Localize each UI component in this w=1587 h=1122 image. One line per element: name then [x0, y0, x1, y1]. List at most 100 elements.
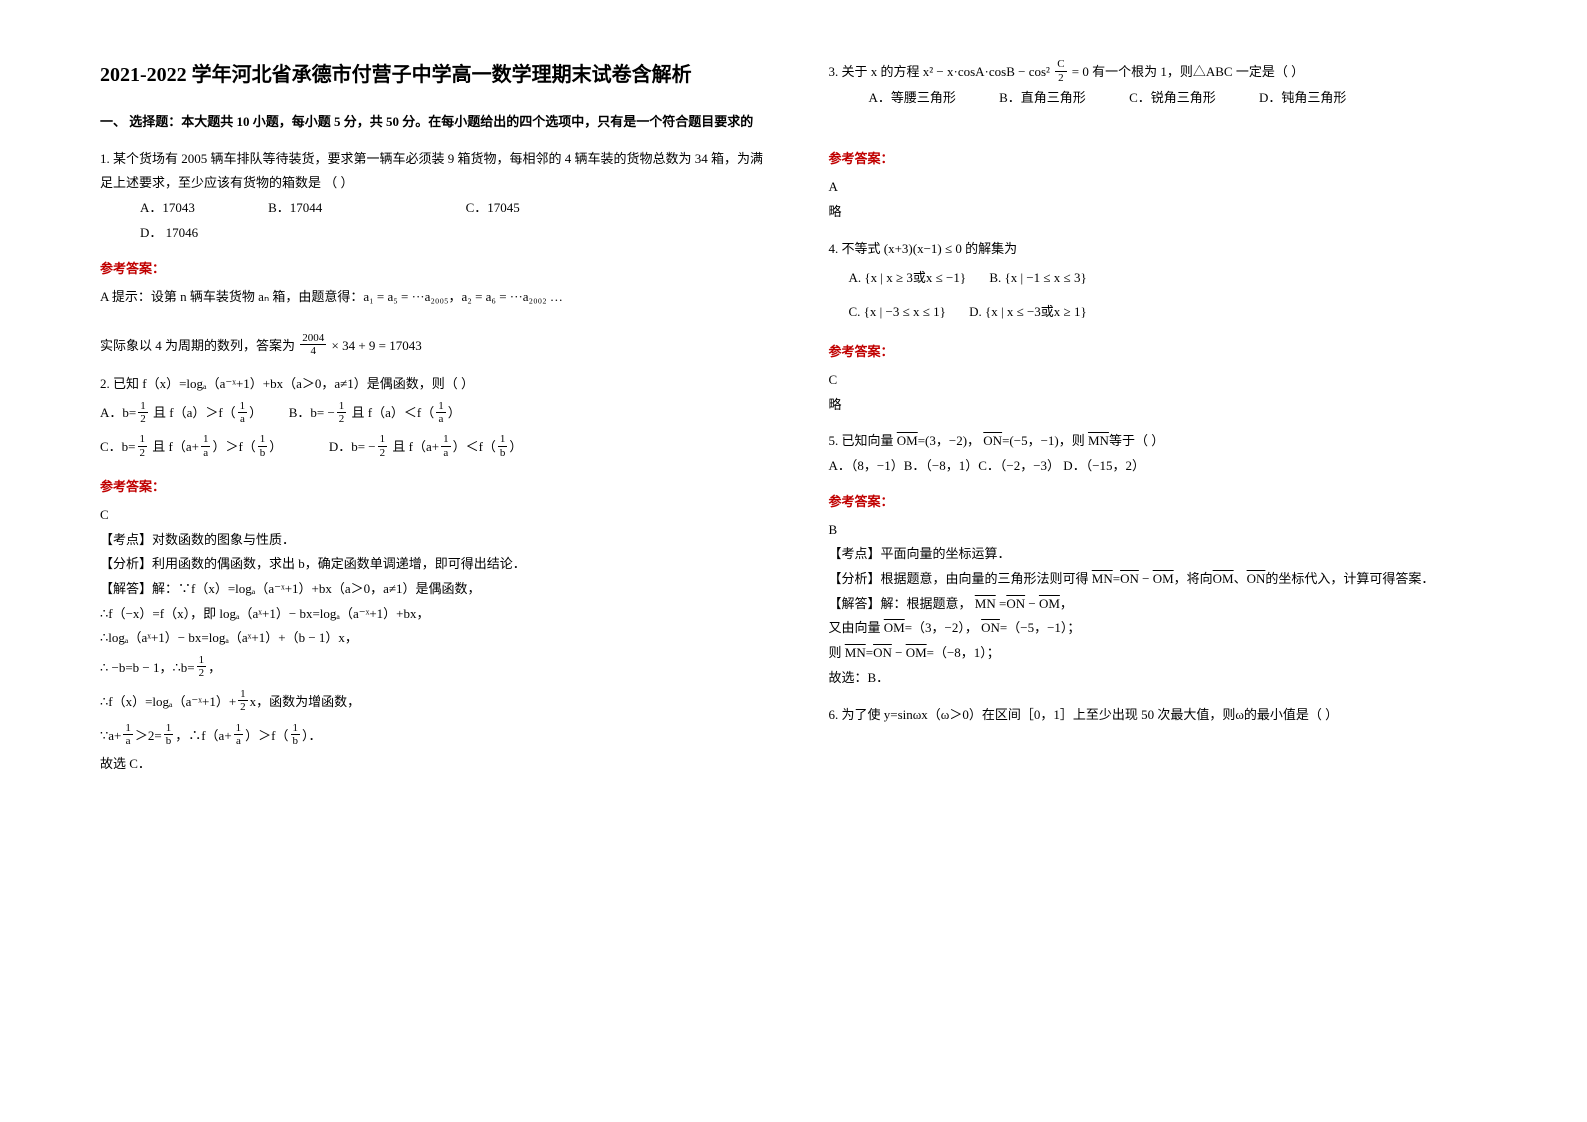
frac-den: 4 — [300, 345, 326, 357]
q1-opt-a: A．17043 — [140, 200, 195, 215]
q2-opt-a-end: ） — [249, 405, 262, 420]
q5-an5-minus: − — [892, 645, 906, 660]
q2-an2: 【分析】利用函数的偶函数，求出 b，确定函数单调递增，即可得出结论． — [100, 552, 764, 577]
q4-opts-row2: C. {x | −3 ≤ x ≤ 1} D. {x | x ≤ −3或x ≥ 1… — [829, 295, 1493, 329]
q5-stem: 5. 已知向量 OM=(3，−2)， ON=(−5，−1)，则 MN等于（ ） — [829, 429, 1493, 454]
q4-opt-d: {x | x ≤ −3或x ≥ 1} — [985, 304, 1087, 319]
vec-on: ON — [1247, 571, 1266, 586]
q1-ref-label: 参考答案： — [100, 258, 764, 277]
q5-an6: 故选：B． — [829, 666, 1493, 691]
frac-1b: 1b — [498, 433, 508, 458]
q3-opt-b: B．直角三角形 — [999, 90, 1086, 105]
q2-opt-c-pre: C．b= — [100, 439, 136, 454]
q1-ans-line2: 实际象以 4 为周期的数列，答案为 2004 4 × 34 + 9 = 1704… — [100, 334, 764, 360]
q5-an5-pre: 则 — [829, 645, 842, 660]
q5-an2: 【分析】根据题意，由向量的三角形法则可得 MN=ON − OM，将向OM、ON的… — [829, 567, 1493, 592]
vec-mn: MN — [1088, 433, 1109, 448]
vec-om: OM — [897, 433, 918, 448]
q2-an6: ∴ −b=b − 1，∴b=12， — [100, 651, 764, 685]
vec-om: OM — [1213, 571, 1234, 586]
vec-om: OM — [884, 620, 905, 635]
q5-an3-minus: − — [1025, 596, 1039, 611]
question-3: 3. 关于 x 的方程 x² − x·cosA·cosB − cos² C 2 … — [829, 60, 1493, 110]
q3-opt-c: C．锐角三角形 — [1129, 90, 1216, 105]
q4-ans-body: 略 — [829, 393, 1493, 418]
q2-an7-pre: ∴f（x）=logₐ（a⁻ˣ+1）+ — [100, 694, 236, 709]
q5-an2-minus: − — [1139, 571, 1153, 586]
q4-lab-d: D. — [969, 304, 982, 319]
page: 2021-2022 学年河北省承德市付营子中学高一数学理期末试卷含解析 一、 选… — [0, 0, 1587, 829]
vec-mn: MN — [975, 596, 996, 611]
vec-on: ON — [981, 620, 1000, 635]
q2-an7: ∴f（x）=logₐ（a⁻ˣ+1）+12x，函数为增函数， — [100, 685, 764, 719]
q4-ref-label: 参考答案： — [829, 341, 1493, 360]
q2-opt-d-mid: 且 f（a+ — [389, 439, 439, 454]
question-6: 6. 为了使 y=sinωx（ω＞0）在区间［0，1］上至少出现 50 次最大值… — [829, 703, 1493, 728]
document-title: 2021-2022 学年河北省承德市付营子中学高一数学理期末试卷含解析 — [100, 60, 764, 90]
q2-opt-a-pre: A．b= — [100, 405, 136, 420]
q5-an3: 【解答】解：根据题意， MN =ON − OM， — [829, 592, 1493, 617]
q3-stem: 3. 关于 x 的方程 x² − x·cosA·cosB − cos² C 2 … — [829, 60, 1493, 86]
frac-half: 12 — [378, 433, 388, 458]
q4-lab-a: A. — [849, 270, 862, 285]
q5-ans-letter: B — [829, 518, 1493, 543]
q5-an5-eq: = — [866, 645, 873, 660]
frac-half: 12 — [138, 433, 148, 458]
q3-stem-post: = 0 有一个根为 1，则△ABC 一定是（ ） — [1072, 64, 1304, 79]
vec-mn: MN — [1092, 571, 1113, 586]
vec-on: ON — [873, 645, 892, 660]
q5-stem-pre: 5. 已知向量 — [829, 433, 894, 448]
q5-on-val: =(−5，−1)，则 — [1002, 433, 1085, 448]
q1-ans-line1: A 提示：设第 n 辆车装货物 aₙ 箱，由题意得：a₁ = a₅ = ···a… — [100, 285, 764, 310]
frac-half: 12 — [197, 654, 207, 679]
q6-stem: 6. 为了使 y=sinωx（ω＞0）在区间［0，1］上至少出现 50 次最大值… — [829, 703, 1493, 728]
q5-an3-post: ， — [1060, 596, 1073, 611]
q1-ans2-frac: 2004 4 — [300, 332, 326, 357]
question-4: 4. 不等式 (x+3)(x−1) ≤ 0 的解集为 A. {x | x ≥ 3… — [829, 237, 1493, 329]
q5-an2-post3: 的坐标代入，计算可得答案． — [1265, 571, 1434, 586]
q5-opts: A．（8，−1）B．（−8，1）C．（−2，−3） D．（−15，2） — [829, 454, 1493, 479]
q3-ans-body: 略 — [829, 200, 1493, 225]
q1-opt-d: D． 17046 — [140, 225, 198, 240]
q5-an2-post2: 、 — [1234, 571, 1247, 586]
q1-opt-c: C．17045 — [466, 200, 520, 215]
q2-stem: 2. 已知 f（x）=logₐ（a⁻ˣ+1）+bx（a＞0，a≠1）是偶函数，则… — [100, 372, 764, 397]
vec-on: ON — [983, 433, 1002, 448]
q5-ref-label: 参考答案： — [829, 491, 1493, 510]
question-5: 5. 已知向量 OM=(3，−2)， ON=(−5，−1)，则 MN等于（ ） … — [829, 429, 1493, 478]
q2-opt-b-post: 且 f（a）＜f（ — [348, 405, 434, 420]
q4-opt-a: {x | x ≥ 3或x ≤ −1} — [864, 270, 966, 285]
q3-frac: C 2 — [1055, 58, 1066, 83]
q1-opt-b: B．17044 — [268, 200, 322, 215]
q2-an3: 【解答】解：∵f（x）=logₐ（a⁻ˣ+1）+bx（a＞0，a≠1）是偶函数， — [100, 577, 764, 602]
frac-1b: 1b — [258, 433, 268, 458]
q4-opts-row1: A. {x | x ≥ 3或x ≤ −1} B. {x | −1 ≤ x ≤ 3… — [829, 261, 1493, 295]
q3-ref-label: 参考答案： — [829, 148, 1493, 167]
frac-den: 2 — [1055, 72, 1066, 84]
frac-1b: 1b — [291, 722, 301, 747]
vec-om: OM — [1153, 571, 1174, 586]
q2-opt-c-end: ） — [269, 439, 282, 454]
q2-an5: ∴logₐ（aˣ+1）− bx=logₐ（aˣ+1）+（b − 1）x， — [100, 626, 764, 651]
q3-opt-d: D．钝角三角形 — [1259, 90, 1346, 105]
q5-an5-val: =（−8，1）； — [927, 645, 1000, 660]
q2-options-row1: A．b=12 且 f（a）＞f（1a） B．b= −12 且 f（a）＜f（1a… — [100, 396, 764, 430]
section-1-title: 一、 选择题：本大题共 10 小题，每小题 5 分，共 50 分。在每小题给出的… — [100, 112, 764, 133]
q2-an8: ∵a+1a＞2=1b，∴f（a+1a）＞f（1b）． — [100, 719, 764, 753]
q2-an8-mid3: ）＞f（ — [245, 728, 288, 743]
vec-om: OM — [1039, 596, 1060, 611]
q2-an6-suf: ， — [208, 660, 221, 675]
right-column: 3. 关于 x 的方程 x² − x·cosA·cosB − cos² C 2 … — [829, 60, 1493, 789]
q5-an4-pre: 又由向量 — [829, 620, 881, 635]
q1-answer: A 提示：设第 n 辆车装货物 aₙ 箱，由题意得：a₁ = a₅ = ···a… — [100, 285, 764, 360]
q2-an8-mid: ＞2= — [135, 728, 162, 743]
vec-on: ON — [1006, 596, 1025, 611]
q5-an4: 又由向量 OM=（3，−2）， ON=（−5，−1）； — [829, 616, 1493, 641]
q3-stem-expr: x² − x·cosA·cosB − cos² — [923, 64, 1050, 79]
q2-answer: C 【考点】对数函数的图象与性质． 【分析】利用函数的偶函数，求出 b，确定函数… — [100, 503, 764, 777]
frac-half: 12 — [238, 688, 248, 713]
q2-opt-c-mid2: ）＞f（ — [212, 439, 255, 454]
question-2: 2. 已知 f（x）=logₐ（a⁻ˣ+1）+bx（a＞0，a≠1）是偶函数，则… — [100, 372, 764, 464]
q5-an2-pre: 【分析】根据题意，由向量的三角形法则可得 — [829, 571, 1089, 586]
q2-opt-c-mid: 且 f（a+ — [149, 439, 199, 454]
